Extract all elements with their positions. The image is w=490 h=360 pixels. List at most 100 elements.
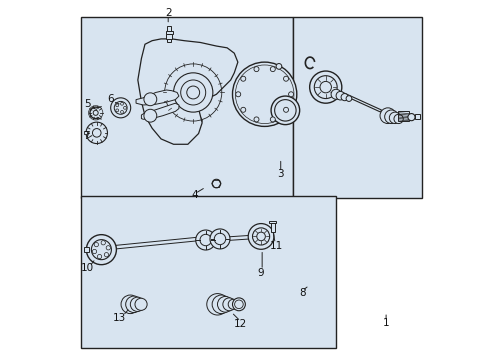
- Circle shape: [385, 110, 398, 123]
- Circle shape: [214, 233, 226, 245]
- Circle shape: [92, 249, 97, 254]
- Circle shape: [111, 98, 131, 118]
- Bar: [293, 18, 422, 198]
- Bar: [398, 111, 409, 121]
- Circle shape: [86, 122, 107, 144]
- Circle shape: [106, 246, 110, 250]
- Circle shape: [92, 240, 111, 260]
- Circle shape: [93, 111, 98, 115]
- Circle shape: [101, 240, 105, 245]
- Circle shape: [135, 298, 147, 310]
- Circle shape: [346, 96, 352, 102]
- Circle shape: [254, 67, 259, 72]
- Text: 5: 5: [84, 99, 91, 109]
- Circle shape: [207, 294, 228, 315]
- Bar: [167, 26, 171, 31]
- Circle shape: [126, 296, 142, 312]
- Circle shape: [331, 89, 341, 99]
- Bar: [415, 113, 420, 119]
- Circle shape: [93, 129, 101, 137]
- Circle shape: [228, 299, 238, 309]
- Circle shape: [121, 102, 123, 105]
- Circle shape: [173, 73, 213, 112]
- Circle shape: [235, 300, 243, 309]
- Polygon shape: [342, 92, 381, 112]
- Circle shape: [252, 228, 270, 245]
- Circle shape: [104, 253, 109, 257]
- Circle shape: [86, 235, 117, 265]
- Circle shape: [212, 179, 220, 188]
- Polygon shape: [116, 237, 198, 249]
- Text: 11: 11: [270, 241, 283, 251]
- Circle shape: [144, 93, 157, 106]
- Circle shape: [116, 109, 119, 112]
- Text: 8: 8: [299, 288, 305, 297]
- Circle shape: [130, 297, 145, 311]
- Circle shape: [200, 234, 211, 246]
- Circle shape: [314, 76, 337, 99]
- Text: 1: 1: [383, 318, 390, 328]
- Circle shape: [336, 91, 344, 100]
- Bar: [168, 39, 171, 42]
- Circle shape: [196, 230, 216, 250]
- Circle shape: [241, 76, 246, 81]
- Circle shape: [123, 107, 126, 109]
- Text: 3: 3: [277, 168, 284, 179]
- Circle shape: [223, 298, 236, 311]
- Circle shape: [121, 111, 123, 113]
- Circle shape: [284, 76, 289, 81]
- Circle shape: [408, 113, 415, 121]
- Circle shape: [232, 62, 297, 126]
- Bar: [166, 31, 173, 34]
- Text: 7: 7: [83, 131, 89, 141]
- Circle shape: [390, 112, 401, 123]
- Circle shape: [248, 224, 274, 249]
- Circle shape: [114, 102, 127, 114]
- Text: 6: 6: [108, 94, 114, 104]
- Circle shape: [284, 107, 289, 112]
- Circle shape: [341, 94, 348, 101]
- Circle shape: [310, 71, 342, 103]
- Bar: [84, 247, 89, 252]
- Circle shape: [289, 92, 294, 97]
- Text: 10: 10: [80, 262, 94, 273]
- Circle shape: [210, 229, 230, 249]
- Circle shape: [218, 296, 233, 312]
- Circle shape: [380, 108, 396, 123]
- Text: 2: 2: [165, 8, 172, 18]
- Circle shape: [144, 109, 157, 122]
- Bar: [271, 223, 275, 232]
- Circle shape: [276, 64, 282, 69]
- Circle shape: [232, 298, 245, 311]
- Circle shape: [241, 107, 246, 112]
- Circle shape: [94, 243, 98, 247]
- Polygon shape: [138, 39, 238, 144]
- Text: 13: 13: [113, 312, 126, 323]
- Circle shape: [187, 86, 199, 99]
- Bar: [81, 18, 293, 198]
- Circle shape: [235, 65, 294, 123]
- Circle shape: [254, 117, 259, 122]
- Circle shape: [275, 100, 296, 121]
- Text: 4: 4: [192, 190, 198, 200]
- Text: 12: 12: [234, 319, 247, 329]
- Bar: [270, 221, 276, 223]
- Circle shape: [121, 295, 140, 314]
- Circle shape: [320, 81, 331, 93]
- Circle shape: [270, 67, 275, 72]
- Polygon shape: [223, 234, 267, 241]
- Polygon shape: [142, 103, 179, 119]
- Bar: [83, 131, 87, 134]
- Text: 9: 9: [258, 268, 265, 278]
- Circle shape: [236, 92, 241, 97]
- Circle shape: [270, 117, 275, 122]
- Circle shape: [212, 295, 231, 314]
- Circle shape: [394, 114, 403, 123]
- Circle shape: [116, 104, 119, 107]
- Circle shape: [181, 80, 206, 105]
- Polygon shape: [136, 90, 179, 105]
- Circle shape: [257, 232, 266, 241]
- Bar: [81, 196, 336, 348]
- Circle shape: [98, 255, 102, 259]
- Bar: [167, 34, 172, 39]
